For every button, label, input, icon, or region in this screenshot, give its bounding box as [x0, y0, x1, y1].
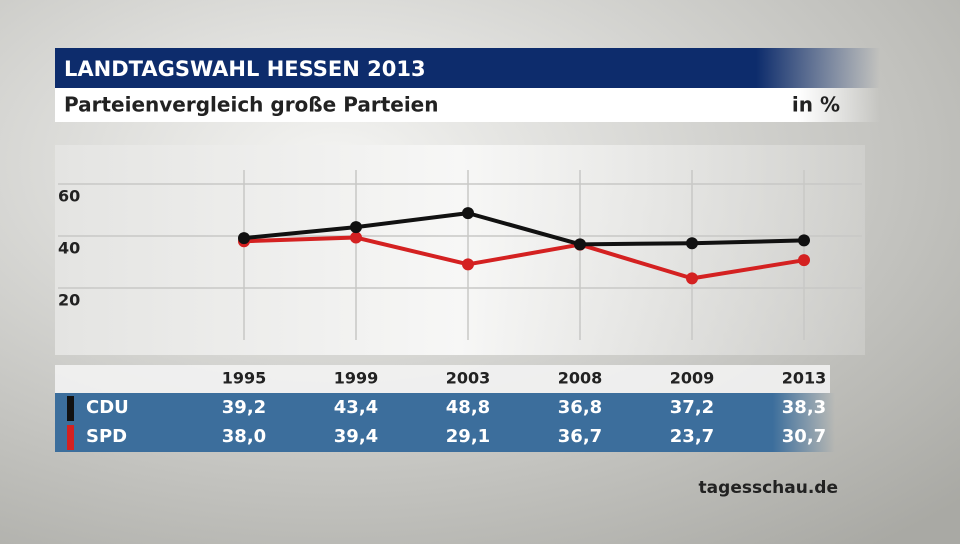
table-body [55, 393, 835, 452]
subtitle: Parteienvergleich große Parteien [64, 93, 438, 117]
title-bar [55, 48, 880, 88]
series-line [243, 211, 805, 247]
value-label: 30,7 [782, 426, 826, 447]
point [462, 207, 474, 220]
value-label: 29,1 [446, 426, 490, 447]
source: tagesschau.de [699, 478, 838, 498]
title: LANDTAGSWAHL HESSEN 2013 [64, 57, 426, 81]
point [350, 221, 362, 234]
series-line [243, 235, 805, 281]
legend-label: SPD [86, 426, 127, 447]
x-tick-label: 2013 [782, 369, 827, 388]
plot: 20 40 60 1995 1999 2003 2008 2009 2013 CDU 39,2 43,… [58, 170, 862, 450]
value-label: 37,2 [670, 397, 714, 418]
x-tick-label: 1995 [222, 369, 267, 388]
x-tick-label: 2009 [670, 369, 715, 388]
value-label: 38,3 [782, 397, 826, 418]
plot-area [55, 145, 865, 355]
value-label: 48,8 [446, 397, 490, 418]
y-tick-label: 20 [58, 291, 80, 310]
point [798, 234, 810, 247]
value-label: 39,4 [334, 426, 378, 447]
y-tick-label: 40 [58, 239, 80, 258]
x-tick-label: 1999 [334, 369, 379, 388]
point [686, 237, 698, 250]
value-label: 36,7 [558, 426, 602, 447]
x-tick-label: 2008 [558, 369, 603, 388]
value-label: 23,7 [670, 426, 714, 447]
legend-label: CDU [86, 397, 129, 418]
subtitle-bar [55, 88, 880, 122]
x-tick-label: 2003 [446, 369, 491, 388]
point [686, 272, 698, 285]
table-header [55, 365, 830, 393]
value-label: 39,2 [222, 397, 266, 418]
value-label: 36,8 [558, 397, 602, 418]
point [574, 238, 586, 251]
point [798, 254, 810, 267]
legend-swatch [67, 425, 74, 450]
y-tick-label: 60 [58, 187, 80, 206]
point [350, 231, 362, 244]
value-label: 38,0 [222, 426, 266, 447]
value-label: 43,4 [334, 397, 378, 418]
legend-swatch [67, 396, 74, 421]
point [462, 258, 474, 271]
unit: in % [792, 93, 840, 117]
point [238, 232, 250, 245]
